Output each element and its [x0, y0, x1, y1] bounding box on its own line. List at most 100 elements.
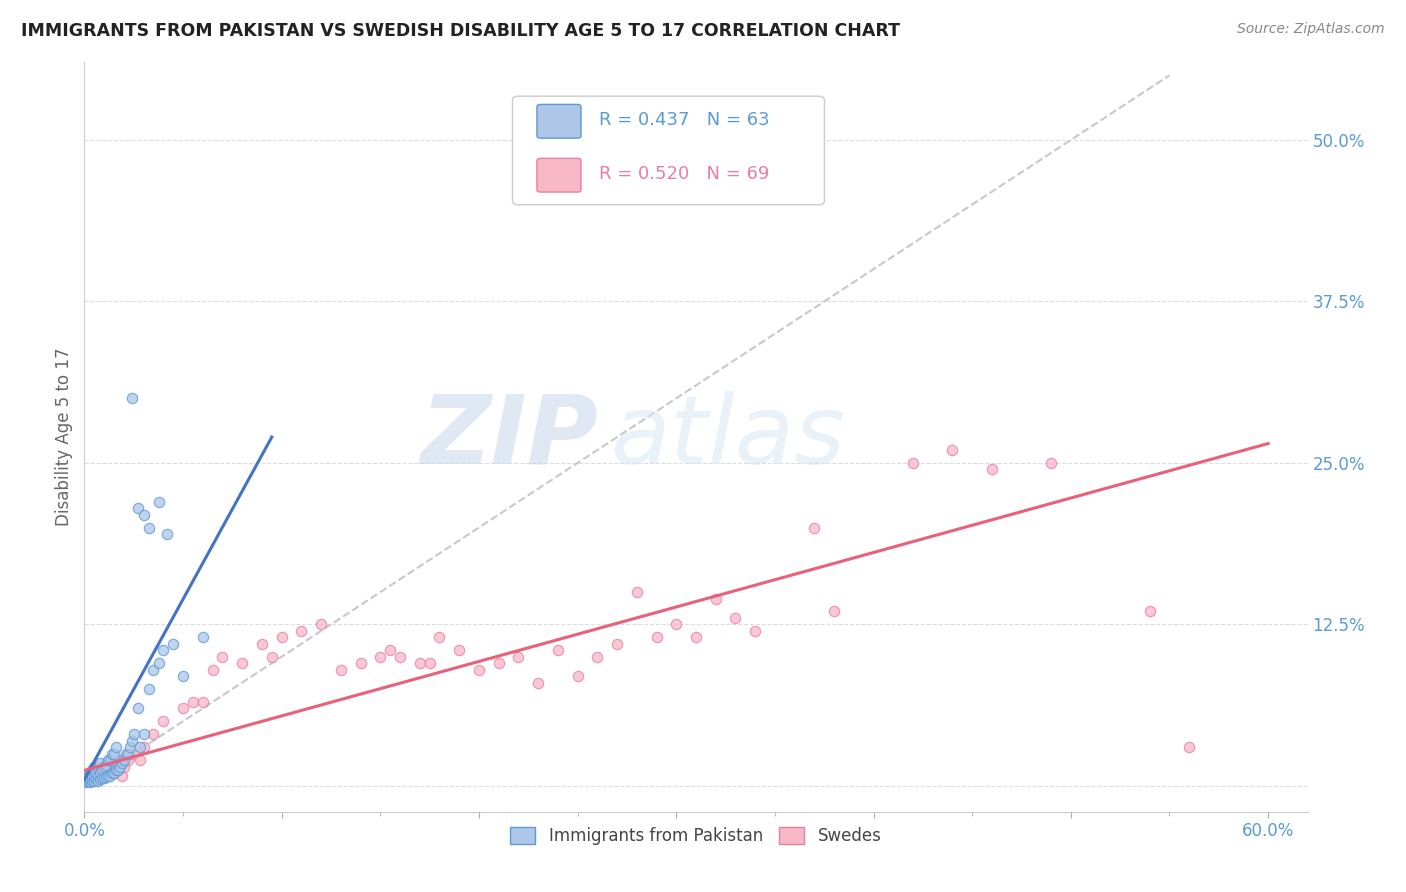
Point [111, 768, 134, 782]
Point [142, 727, 165, 741]
Point [101, 747, 124, 761]
Point [191, 630, 214, 644]
Point [152, 714, 174, 729]
Point [567, 669, 589, 683]
FancyBboxPatch shape [513, 96, 824, 205]
Point [132, 740, 155, 755]
Point [87, 770, 110, 784]
Point [111, 756, 134, 770]
Text: atlas: atlas [610, 391, 845, 483]
Point [704, 591, 727, 606]
Point [117, 753, 139, 767]
Point [162, 637, 184, 651]
Point [191, 695, 214, 709]
Point [97, 768, 120, 782]
Point [172, 701, 194, 715]
Point [104, 759, 127, 773]
Point [82, 770, 104, 784]
Point [127, 501, 149, 516]
Point [84, 772, 107, 787]
Point [91, 771, 114, 785]
Point [211, 649, 233, 664]
Point [103, 747, 125, 761]
Point [84, 766, 107, 780]
Point [97, 759, 120, 773]
Point [107, 764, 129, 778]
Point [181, 695, 204, 709]
Point [77, 771, 100, 785]
Point [803, 520, 825, 534]
Point [250, 637, 273, 651]
Point [98, 764, 121, 778]
Point [128, 740, 150, 755]
Point [82, 764, 104, 778]
Point [122, 727, 145, 741]
Point [389, 649, 412, 664]
Point [79, 772, 101, 787]
Point [156, 527, 179, 541]
Point [290, 624, 312, 638]
Point [83, 773, 105, 788]
Text: R = 0.520   N = 69: R = 0.520 N = 69 [599, 165, 769, 183]
Point [429, 630, 451, 644]
FancyBboxPatch shape [537, 104, 581, 138]
FancyBboxPatch shape [537, 159, 581, 192]
Point [79, 772, 101, 787]
Point [1139, 605, 1161, 619]
Point [132, 508, 155, 522]
Point [349, 656, 371, 670]
Point [626, 585, 648, 599]
Point [89, 766, 111, 780]
Point [586, 649, 609, 664]
Point [104, 740, 127, 755]
Point [138, 520, 160, 534]
Point [152, 643, 174, 657]
Point [329, 663, 352, 677]
Point [82, 773, 104, 788]
Point [75, 772, 97, 787]
Point [260, 649, 283, 664]
Point [380, 643, 402, 657]
Text: IMMIGRANTS FROM PAKISTAN VS SWEDISH DISABILITY AGE 5 TO 17 CORRELATION CHART: IMMIGRANTS FROM PAKISTAN VS SWEDISH DISA… [21, 22, 900, 40]
Point [87, 768, 110, 782]
Point [488, 656, 510, 670]
Point [138, 681, 160, 696]
Point [128, 753, 150, 767]
Point [97, 753, 120, 767]
Point [527, 675, 550, 690]
Point [148, 494, 170, 508]
Point [77, 768, 100, 782]
Point [107, 764, 129, 778]
Point [82, 768, 104, 782]
Y-axis label: Disability Age 5 to 17: Disability Age 5 to 17 [55, 348, 73, 526]
Point [231, 656, 253, 670]
Point [93, 759, 115, 773]
Point [84, 766, 107, 780]
Point [121, 392, 143, 406]
Point [901, 456, 924, 470]
Point [93, 759, 115, 773]
Point [114, 747, 136, 761]
Point [823, 605, 845, 619]
Point [121, 733, 143, 747]
Point [117, 747, 139, 761]
Point [685, 630, 707, 644]
Point [645, 630, 668, 644]
Point [89, 772, 111, 787]
Point [91, 768, 114, 782]
Point [98, 753, 121, 767]
Point [83, 759, 105, 773]
Point [368, 649, 391, 664]
Point [77, 771, 100, 785]
Point [108, 753, 131, 767]
Point [309, 617, 332, 632]
Point [93, 771, 115, 785]
Point [468, 663, 491, 677]
Point [270, 630, 292, 644]
Point [83, 768, 105, 782]
Text: ZIP: ZIP [420, 391, 598, 483]
Point [101, 766, 124, 780]
Point [132, 727, 155, 741]
Point [87, 759, 110, 773]
Point [112, 759, 135, 773]
